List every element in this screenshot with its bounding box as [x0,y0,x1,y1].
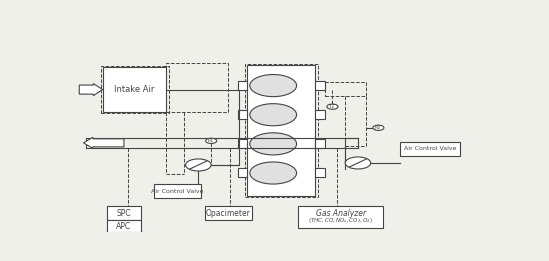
Bar [107,220,141,232]
Circle shape [327,104,338,109]
Bar [166,63,228,112]
Bar [238,168,247,177]
Bar [401,142,460,156]
Bar [238,110,247,119]
Bar [205,206,251,220]
Text: SPC: SPC [116,209,131,218]
Text: $(THC, CO, NO_x, CO_2, O_2)$: $(THC, CO, NO_x, CO_2, O_2)$ [309,216,373,225]
Text: T1: T1 [329,104,336,109]
Bar [315,168,325,177]
FancyArrow shape [79,84,103,96]
Text: Air Control Valve: Air Control Valve [404,146,457,151]
Text: APC: APC [116,222,132,231]
Circle shape [250,133,296,155]
Bar [154,184,200,198]
Circle shape [186,159,211,171]
Bar [315,81,325,90]
Bar [325,81,367,96]
FancyArrow shape [83,137,124,149]
Text: Air Control Valve: Air Control Valve [151,189,203,194]
Text: Opacimeter: Opacimeter [206,209,250,218]
Bar [299,206,383,228]
Circle shape [345,157,371,169]
Bar [315,110,325,119]
Circle shape [373,125,384,130]
Circle shape [250,75,296,97]
Text: Gas Analyzer: Gas Analyzer [316,209,366,218]
Text: P1: P1 [208,138,215,143]
Bar [238,139,247,148]
Text: P2: P2 [375,125,382,130]
Circle shape [250,162,296,184]
Text: Intake Air: Intake Air [114,85,155,94]
Bar [238,81,247,90]
Bar [247,66,315,196]
Bar [315,139,325,148]
Bar [100,67,169,113]
Bar [103,68,166,112]
Bar [107,206,141,220]
Circle shape [206,138,217,144]
Circle shape [250,104,296,126]
Bar [245,64,317,197]
